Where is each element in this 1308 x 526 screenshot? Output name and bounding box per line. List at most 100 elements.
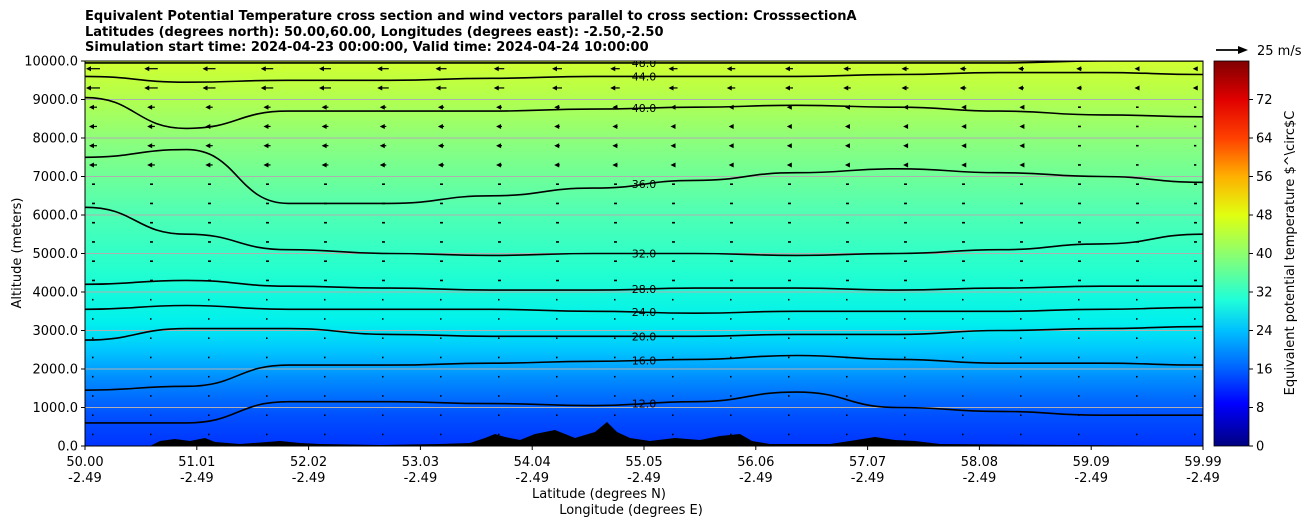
- wind-arrow: [324, 337, 326, 339]
- wind-arrow: [1136, 298, 1138, 301]
- wind-arrow: [788, 279, 791, 282]
- wind-arrow-head: [205, 162, 211, 168]
- wind-arrow: [440, 337, 442, 339]
- wind-arrow: [150, 414, 152, 416]
- x-tick-label-lon: -2.49: [404, 471, 438, 486]
- wind-arrow: [962, 356, 964, 359]
- wind-arrow-head: [321, 162, 327, 168]
- wind-arrow: [730, 337, 732, 339]
- wind-arrow: [440, 183, 443, 185]
- wind-arrow: [962, 395, 964, 397]
- x-axis-label-lon: Longitude (degrees E): [559, 503, 703, 518]
- wind-arrow: [730, 318, 732, 320]
- wind-arrow: [1194, 395, 1196, 397]
- wind-arrow-head: [1018, 85, 1023, 91]
- wind-arrow: [614, 395, 616, 397]
- wind-arrow: [1020, 414, 1022, 416]
- wind-arrow-head: [728, 143, 734, 149]
- wind-arrow-head: [554, 162, 560, 168]
- wind-arrow: [1136, 260, 1139, 262]
- wind-arrow: [904, 395, 906, 397]
- wind-arrow-head: [1018, 66, 1023, 72]
- wind-arrow: [1078, 260, 1081, 262]
- wind-arrow-head: [377, 66, 383, 72]
- wind-arrow: [150, 260, 153, 262]
- contour-line: [85, 71, 1203, 84]
- wind-arrow-head: [435, 66, 441, 72]
- wind-arrow-head: [1019, 162, 1025, 168]
- wind-arrow: [962, 298, 964, 301]
- wind-arrow: [208, 414, 210, 416]
- wind-arrow: [440, 395, 442, 397]
- wind-arrow: [92, 356, 94, 359]
- wind-arrow: [1078, 221, 1081, 224]
- wind-arrow-head: [612, 143, 618, 149]
- wind-arrow-head: [379, 143, 385, 149]
- wind-arrow: [92, 414, 94, 416]
- wind-arrow-head: [670, 123, 676, 129]
- wind-arrow: [208, 356, 210, 359]
- wind-arrow-head: [437, 104, 443, 110]
- wind-arrow-head: [1192, 85, 1198, 91]
- colorbar-tick-label: 24: [1256, 324, 1273, 339]
- wind-arrow: [208, 318, 210, 320]
- wind-arrow: [846, 279, 849, 282]
- wind-arrow-head: [377, 85, 383, 91]
- wind-arrow: [440, 433, 442, 436]
- wind-arrow: [92, 202, 95, 205]
- wind-arrow: [730, 375, 732, 378]
- wind-arrow: [1020, 337, 1022, 339]
- wind-arrow: [1194, 375, 1196, 378]
- wind-arrow: [846, 356, 848, 359]
- wind-arrow: [1020, 183, 1023, 185]
- wind-arrow: [440, 356, 442, 359]
- title-line-2: Latitudes (degrees north): 50.00,60.00, …: [85, 24, 664, 40]
- wind-arrow: [672, 433, 674, 436]
- contour-label: 44.0: [632, 70, 657, 83]
- y-tick-label: 3000.0: [33, 324, 79, 339]
- colorbar-label: Equivalent potential temperature $^\circ…: [1283, 111, 1298, 396]
- contour-line: [85, 279, 1203, 291]
- wind-arrow: [1136, 375, 1138, 378]
- wind-arrow: [92, 279, 95, 282]
- wind-arrow: [556, 260, 559, 262]
- wind-arrow: [672, 183, 675, 185]
- wind-arrow: [1136, 183, 1139, 185]
- wind-arrow: [556, 395, 558, 397]
- contour-label: 40.0: [632, 102, 657, 115]
- wind-arrow: [556, 221, 559, 224]
- wind-arrow: [498, 279, 501, 282]
- wind-arrow: [1194, 144, 1197, 147]
- wind-arrow-head: [321, 123, 327, 129]
- colorbar-tick-label: 0: [1256, 440, 1264, 455]
- wind-arrow: [788, 318, 790, 320]
- wind-arrow: [150, 395, 152, 397]
- wind-arrow: [904, 183, 907, 185]
- wind-arrow: [440, 221, 443, 224]
- wind-arrow-head: [202, 66, 208, 72]
- x-tick-label-lon: -2.49: [963, 471, 997, 486]
- wind-arrow-head: [493, 66, 499, 72]
- wind-arrow: [556, 298, 558, 301]
- x-tick-label-lon: -2.49: [851, 471, 885, 486]
- wind-arrow: [208, 395, 210, 397]
- wind-arrow: [382, 356, 384, 359]
- wind-arrow-head: [670, 162, 676, 168]
- wind-arrow-head: [786, 123, 792, 129]
- wind-arrow-head: [89, 104, 94, 110]
- x-tick-label-lon: -2.49: [515, 471, 549, 486]
- wind-arrow: [1136, 337, 1138, 339]
- wind-arrow: [382, 414, 384, 416]
- wind-arrow: [846, 414, 848, 416]
- wind-arrow: [614, 298, 616, 301]
- wind-arrow: [846, 183, 849, 185]
- wind-arrow-head: [668, 85, 674, 91]
- wind-arrow: [672, 375, 674, 378]
- wind-arrow: [1194, 221, 1197, 224]
- x-tick-label-lon: -2.49: [739, 471, 773, 486]
- wind-arrow: [382, 183, 385, 185]
- wind-arrow: [1136, 414, 1138, 416]
- wind-arrow: [1020, 375, 1022, 378]
- wind-arrow-head: [961, 162, 967, 168]
- wind-arrow: [266, 356, 268, 359]
